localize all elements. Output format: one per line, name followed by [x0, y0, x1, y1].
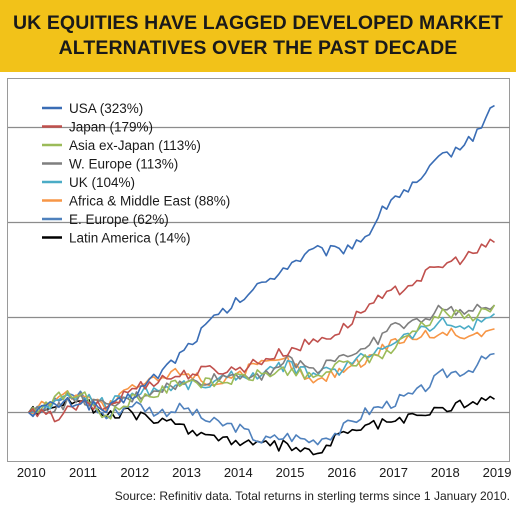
x-tick-label-2010: 2010	[17, 465, 46, 480]
title-banner: UK EQUITIES HAVE LAGGED DEVELOPED MARKET…	[0, 0, 516, 72]
series-line-4	[28, 313, 496, 414]
x-tick-label-2018: 2018	[431, 465, 460, 480]
x-tick-label-2019: 2019	[483, 465, 512, 480]
series-line-0	[28, 104, 495, 418]
x-tick-label-2011: 2011	[69, 465, 97, 480]
series-line-2	[28, 304, 496, 420]
series-line-1	[28, 238, 495, 423]
legend-label-2: Asia ex-Japan (113%)	[69, 138, 201, 153]
source-note: Source: Refinitiv data. Total returns in…	[114, 489, 510, 503]
legend-label-1: Japan (179%)	[69, 120, 153, 135]
legend-label-7: Latin America (14%)	[69, 231, 191, 246]
legend-label-3: W. Europe (113%)	[69, 157, 178, 172]
legend-label-4: UK (104%)	[69, 175, 135, 190]
series-line-7	[28, 395, 495, 456]
x-tick-label-2017: 2017	[379, 465, 408, 480]
legend-label-0: USA (323%)	[69, 101, 143, 116]
chart-title-line-1: UK EQUITIES HAVE LAGGED DEVELOPED MARKET	[12, 12, 504, 34]
x-tick-label-2012: 2012	[120, 465, 149, 480]
series-line-6	[28, 352, 495, 446]
x-tick-label-2014: 2014	[224, 465, 253, 480]
x-tick-label-2013: 2013	[172, 465, 201, 480]
x-tick-label-2016: 2016	[327, 465, 356, 480]
chart-title-line-2: ALTERNATIVES OVER THE PAST DECADE	[58, 37, 458, 59]
legend-label-6: E. Europe (62%)	[69, 212, 169, 227]
x-tick-label-2015: 2015	[276, 465, 305, 480]
legend-label-5: Africa & Middle East (88%)	[69, 194, 230, 209]
series-line-3	[28, 303, 496, 415]
